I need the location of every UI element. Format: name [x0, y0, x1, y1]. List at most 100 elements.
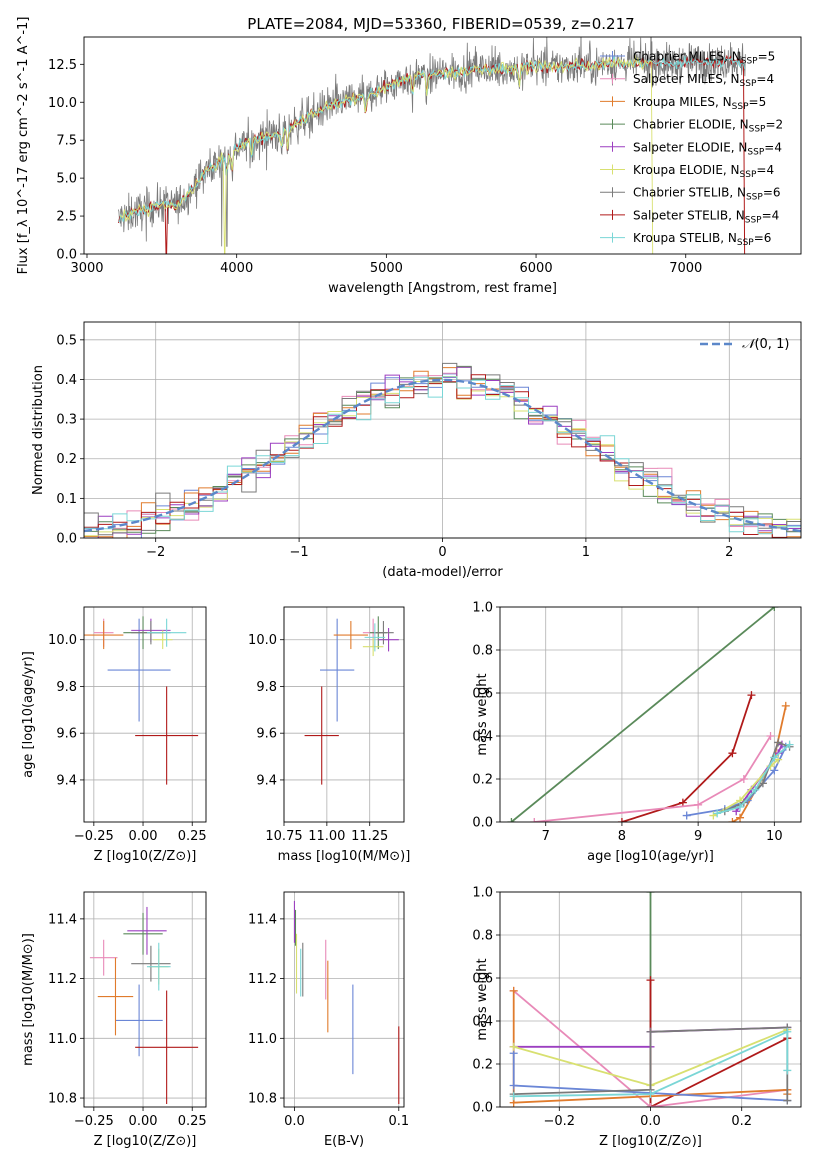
x-tick-label: 2: [725, 545, 733, 560]
series-line: [513, 1030, 789, 1098]
chart-mass_vs_ebv: 0.0 0.1 10.8 11.0 11.2 11.4 E(B-V): [248, 891, 409, 1149]
errorbar-point: [84, 621, 124, 650]
legend: Chabrier MILES, NSSP=5 Salpeter MILES, NS…: [600, 50, 783, 248]
plot-marks: [304, 616, 399, 785]
plot-frame: [499, 606, 802, 823]
chart-age_vs_mass: 10.75 11.00 11.25 9.4 9.6 9.8 10.0 mass [log10(…: [248, 606, 411, 864]
x-tick-label: 0.2: [731, 1114, 752, 1129]
plot-area: [284, 607, 404, 822]
legend-label: Chabrier STELIB, NSSP=6: [633, 186, 781, 203]
y-tick-label: 11.4: [248, 912, 277, 927]
y-tick-label: 11.2: [48, 972, 77, 987]
series-point: [758, 779, 767, 788]
legend-label: Salpeter ELODIE, NSSP=4: [633, 140, 782, 157]
x-axis-label: age [log10(age/yr)]: [587, 849, 714, 864]
x-tick-label: −0.2: [543, 1114, 575, 1129]
plot-frame: [283, 891, 405, 1108]
y-tick-label: 0.4: [56, 373, 77, 388]
legend-label: Chabrier ELODIE, NSSP=2: [633, 118, 783, 135]
x-tick-label: 0.0: [284, 1114, 305, 1129]
y-tick-label: 11.0: [48, 1032, 77, 1047]
x-axis-label: (data-model)/error: [382, 565, 503, 580]
y-tick-label: 0.6: [472, 972, 493, 987]
x-tick-label: 11.25: [351, 829, 388, 844]
x-tick-label: 10.75: [265, 829, 302, 844]
errorbar-point: [127, 906, 167, 955]
y-tick-label: 7.5: [56, 134, 77, 149]
y-tick-label: 0.5: [56, 333, 77, 348]
legend-label: Kroupa ELODIE, NSSP=4: [633, 163, 774, 180]
figure-title: PLATE=2084, MJD=53360, FIBERID=0539, z=0…: [247, 15, 634, 33]
y-tick-label: 0.3: [56, 413, 77, 428]
errorbar-point: [135, 686, 199, 785]
x-axis-label: mass [log10(M/M⊙)]: [278, 849, 411, 864]
x-tick-label: 9: [694, 829, 702, 844]
y-axis-label: Normed distribution: [31, 365, 46, 495]
plot-marks: [117, 37, 746, 254]
normal-reference-curve: [84, 378, 801, 533]
errorbar-point: [89, 939, 118, 976]
series-point: [785, 740, 794, 749]
y-tick-label: 0.0: [56, 532, 77, 547]
x-tick-label: 0.0: [640, 1114, 661, 1129]
y-tick-label: 10.8: [48, 1092, 77, 1107]
x-tick-label: 0.00: [129, 1114, 158, 1129]
x-tick-label: −0.25: [74, 829, 114, 844]
errorbar-point: [146, 942, 171, 991]
y-tick-label: 10.0: [248, 633, 277, 648]
x-tick-label: −2: [146, 545, 165, 560]
legend-label: Kroupa STELIB, NSSP=6: [633, 231, 771, 248]
series-point: [646, 1027, 655, 1036]
errorbar-point: [378, 628, 399, 652]
y-tick-label: 0.6: [472, 687, 493, 702]
errorbar-point: [131, 945, 171, 982]
model-line-kroupa-elodie: [119, 54, 654, 254]
series-point: [736, 813, 745, 822]
y-tick-label: 10.0: [48, 96, 77, 111]
plot-frame: [283, 606, 405, 823]
model-line-kroupa-stelib: [118, 55, 746, 222]
series-point: [713, 809, 722, 818]
x-tick-label: 5000: [370, 261, 403, 276]
chart-age_vs_Z: −0.25 0.00 0.25 9.4 9.6 9.8 10.0 Z [log10(Z/Z⊙)…: [21, 606, 207, 864]
series-point: [509, 1081, 518, 1090]
x-axis-label: wavelength [Angstrom, rest frame]: [328, 281, 557, 296]
series-point: [509, 1092, 518, 1101]
plot-area: [284, 892, 404, 1107]
x-tick-label: −1: [290, 545, 309, 560]
chart-massweight_vs_age: 7 8 9 10 0.0 0.2 0.4 0.6 0.8 1.0 age [log10(age/yr…: [472, 601, 802, 864]
errorbar-point: [373, 621, 394, 645]
y-tick-label: 0.8: [472, 644, 493, 659]
y-tick-label: 9.6: [256, 727, 277, 742]
y-tick-label: 11.2: [248, 972, 277, 987]
errorbar-point: [304, 686, 339, 785]
y-tick-label: 5.0: [56, 172, 77, 187]
y-tick-label: 11.4: [48, 912, 77, 927]
plot-marks: [507, 607, 794, 822]
errorbar-point: [152, 630, 173, 650]
y-tick-label: 9.8: [56, 680, 77, 695]
plot-marks: [509, 892, 792, 1107]
errorbar-point: [333, 621, 368, 650]
series-point: [751, 785, 760, 794]
series-point: [646, 892, 655, 896]
x-tick-label: 0.1: [388, 1114, 409, 1129]
series-point: [646, 1090, 655, 1099]
y-tick-label: 0.0: [472, 816, 493, 831]
y-tick-label: 2.5: [56, 210, 77, 225]
x-tick-label: 1: [582, 545, 590, 560]
x-tick-label: 0.00: [129, 829, 158, 844]
x-tick-label: 0.25: [178, 829, 207, 844]
y-tick-label: 0.0: [56, 248, 77, 263]
series-point: [646, 1103, 655, 1107]
errorbar-point: [364, 623, 386, 652]
series-point: [770, 607, 779, 611]
series-point: [783, 1096, 792, 1105]
errorbar-point: [107, 618, 171, 722]
y-tick-label: 0.2: [472, 773, 493, 788]
x-tick-label: 8: [618, 829, 626, 844]
plot-marks: [84, 362, 801, 538]
series-point: [728, 818, 737, 822]
x-tick-label: 0.25: [178, 1114, 207, 1129]
series-point: [509, 986, 518, 995]
